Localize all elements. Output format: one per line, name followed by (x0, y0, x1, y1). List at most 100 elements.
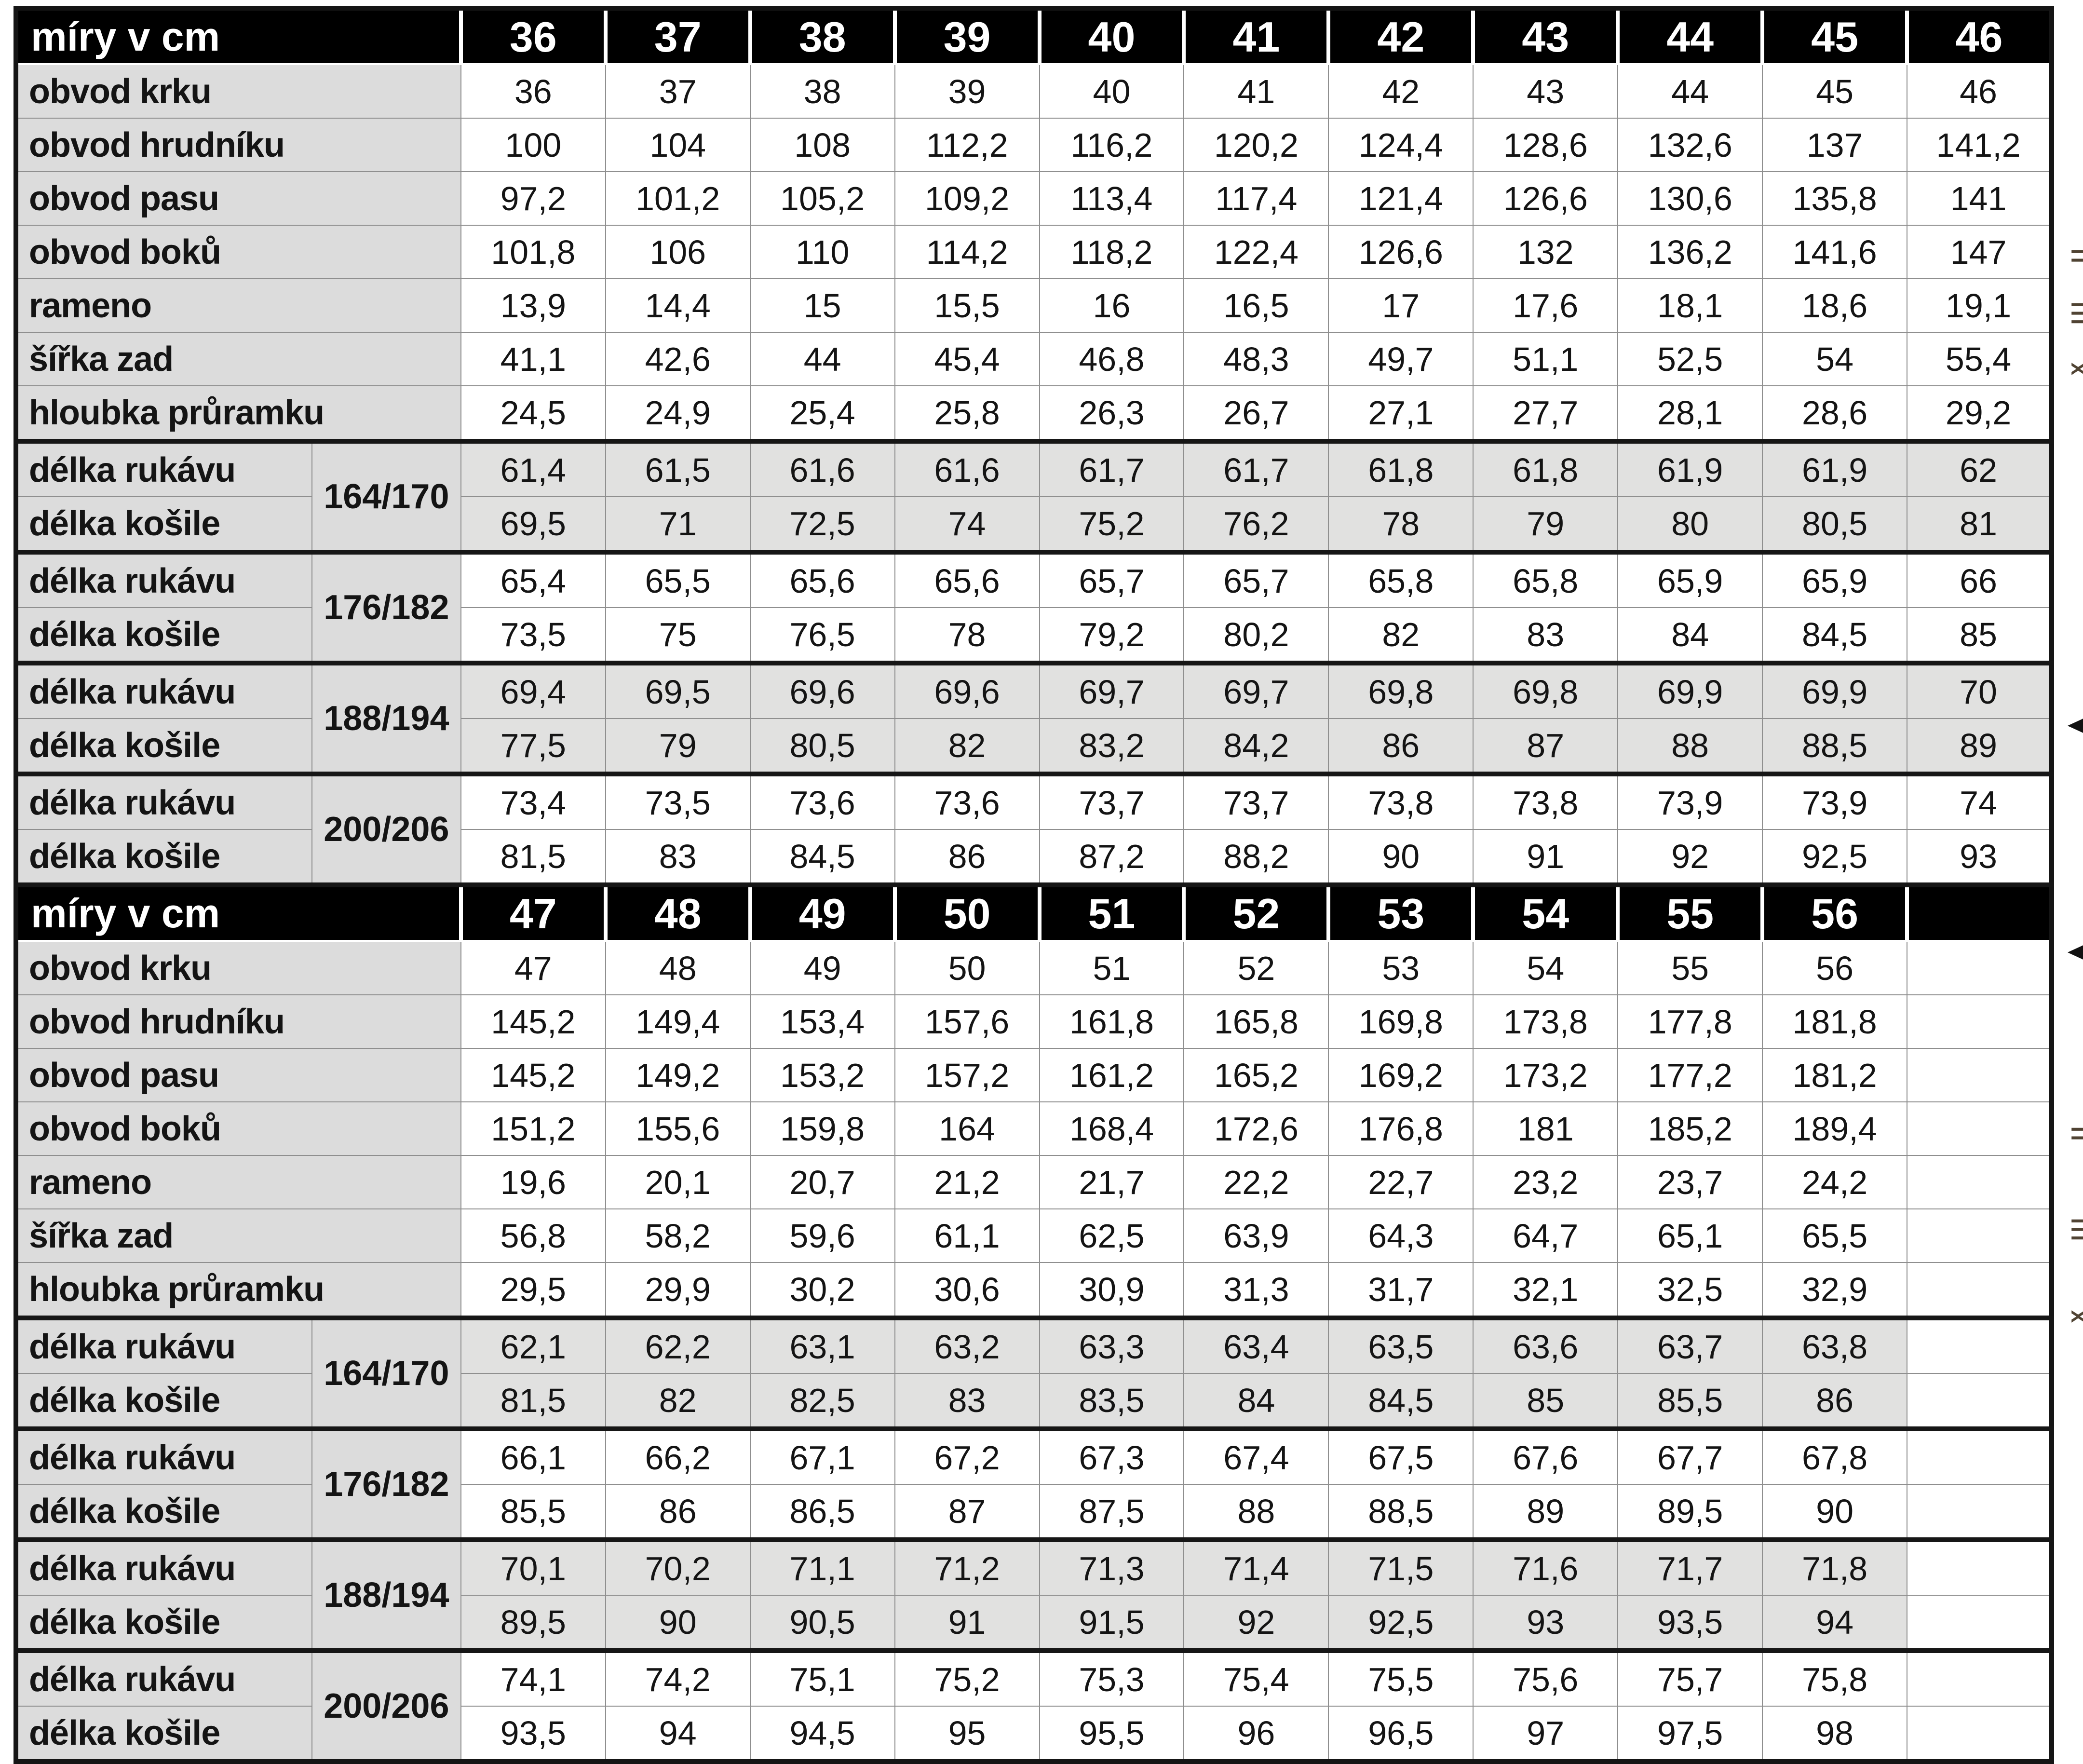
value-cell: 79 (605, 718, 751, 774)
value-cell: 28,6 (1762, 385, 1908, 442)
value-cell: 84 (1183, 1373, 1329, 1429)
value-cell: 61,6 (894, 439, 1040, 497)
value-cell: 90 (605, 1595, 751, 1651)
value-cell: 101,2 (605, 171, 751, 226)
value-cell: 52 (1183, 940, 1329, 995)
value-cell: 84,2 (1183, 718, 1329, 774)
value-cell: 28,1 (1617, 385, 1763, 442)
value-cell: 83,5 (1039, 1373, 1185, 1429)
value-cell: 73,8 (1328, 772, 1474, 830)
row-label: délka košile (15, 1595, 312, 1651)
height-range-label: 188/194 (311, 1537, 461, 1651)
value-cell: 88,5 (1328, 1484, 1474, 1540)
value-cell: 69,5 (460, 496, 606, 553)
size-header: 51 (1037, 882, 1186, 942)
value-cell: 145,2 (460, 994, 606, 1049)
value-cell: 13,9 (460, 278, 606, 333)
value-cell: 90 (1328, 829, 1474, 885)
value-cell: 85 (1907, 607, 2052, 664)
value-cell: 31,3 (1183, 1262, 1329, 1318)
value-cell: 82,5 (749, 1373, 895, 1429)
value-cell: 63,2 (894, 1316, 1040, 1374)
value-cell-empty (1907, 1155, 2052, 1209)
value-cell: 130,6 (1617, 171, 1763, 226)
value-cell: 65,5 (605, 550, 751, 608)
value-cell: 65,1 (1617, 1208, 1763, 1263)
value-cell: 82 (1328, 607, 1474, 664)
value-cell: 67,4 (1183, 1426, 1329, 1485)
size-table-body: míry v cm 36 37 38 39 40 41 42 43 44 45 46 obvod krk… (15, 8, 2054, 1762)
value-cell: 135,8 (1762, 171, 1908, 226)
value-cell: 50 (894, 940, 1040, 995)
value-cell: 45,4 (894, 332, 1040, 386)
value-cell: 29,2 (1907, 385, 2052, 442)
value-cell: 46 (1907, 64, 2052, 119)
value-cell: 51 (1039, 940, 1185, 995)
value-cell: 91,5 (1039, 1595, 1185, 1651)
value-cell-empty (1907, 1048, 2052, 1102)
size-header: 55 (1616, 882, 1765, 942)
value-cell: 65,6 (749, 550, 895, 608)
size-header: 44 (1616, 8, 1765, 65)
value-cell: 66,1 (460, 1426, 606, 1485)
row-label: obvod krku (15, 940, 461, 995)
value-cell: 21,7 (1039, 1155, 1185, 1209)
value-cell: 185,2 (1617, 1101, 1763, 1156)
size-header: 38 (748, 8, 897, 65)
row-label: délka rukávu (15, 439, 312, 497)
row-label: délka rukávu (15, 1316, 312, 1374)
size-header: 43 (1471, 8, 1620, 65)
value-cell: 153,4 (749, 994, 895, 1049)
value-cell: 94,5 (749, 1706, 895, 1762)
value-cell: 117,4 (1183, 171, 1329, 226)
value-cell: 128,6 (1473, 118, 1619, 172)
value-cell: 177,8 (1617, 994, 1763, 1049)
value-cell: 141,6 (1762, 225, 1908, 279)
value-cell: 55,4 (1907, 332, 2052, 386)
value-cell: 92 (1183, 1595, 1329, 1651)
height-range-label: 200/206 (311, 772, 461, 885)
size-header: 56 (1760, 882, 1909, 942)
value-cell: 87 (894, 1484, 1040, 1540)
size-header: 45 (1760, 8, 1909, 65)
value-cell: 65,7 (1039, 550, 1185, 608)
value-cell: 32,1 (1473, 1262, 1619, 1318)
value-cell: 71 (605, 496, 751, 553)
value-cell: 63,1 (749, 1316, 895, 1374)
size-header: 48 (603, 882, 752, 942)
section-header-label: míry v cm (16, 8, 463, 65)
value-cell: 29,5 (460, 1262, 606, 1318)
value-cell: 122,4 (1183, 225, 1329, 279)
value-cell: 157,2 (894, 1048, 1040, 1102)
value-cell: 79,2 (1039, 607, 1185, 664)
value-cell: 181 (1473, 1101, 1619, 1156)
value-cell: 118,2 (1039, 225, 1185, 279)
value-cell: 21,2 (894, 1155, 1040, 1209)
value-cell: 83 (605, 829, 751, 885)
value-cell: 78 (894, 607, 1040, 664)
value-cell: 132,6 (1617, 118, 1763, 172)
value-cell-empty (1907, 1373, 2052, 1429)
value-cell: 97 (1473, 1706, 1619, 1762)
value-cell: 90 (1762, 1484, 1908, 1540)
value-cell: 62,1 (460, 1316, 606, 1374)
value-cell: 86 (1328, 718, 1474, 774)
value-cell: 109,2 (894, 171, 1040, 226)
value-cell: 24,9 (605, 385, 751, 442)
row-label: délka košile (15, 1706, 312, 1762)
size-header: 41 (1182, 8, 1331, 65)
row-label: délka košile (15, 718, 312, 774)
value-cell: 63,8 (1762, 1316, 1908, 1374)
value-cell: 59,6 (749, 1208, 895, 1263)
value-cell: 71,2 (894, 1537, 1040, 1596)
value-cell: 126,6 (1328, 225, 1474, 279)
value-cell: 85,5 (460, 1484, 606, 1540)
value-cell: 165,8 (1183, 994, 1329, 1049)
value-cell: 16 (1039, 278, 1185, 333)
value-cell: 75,5 (1328, 1648, 1474, 1707)
size-header: 46 (1905, 8, 2054, 65)
value-cell: 75,6 (1473, 1648, 1619, 1707)
row-label: délka rukávu (15, 1426, 312, 1485)
value-cell: 76,5 (749, 607, 895, 664)
value-cell: 189,4 (1762, 1101, 1908, 1156)
